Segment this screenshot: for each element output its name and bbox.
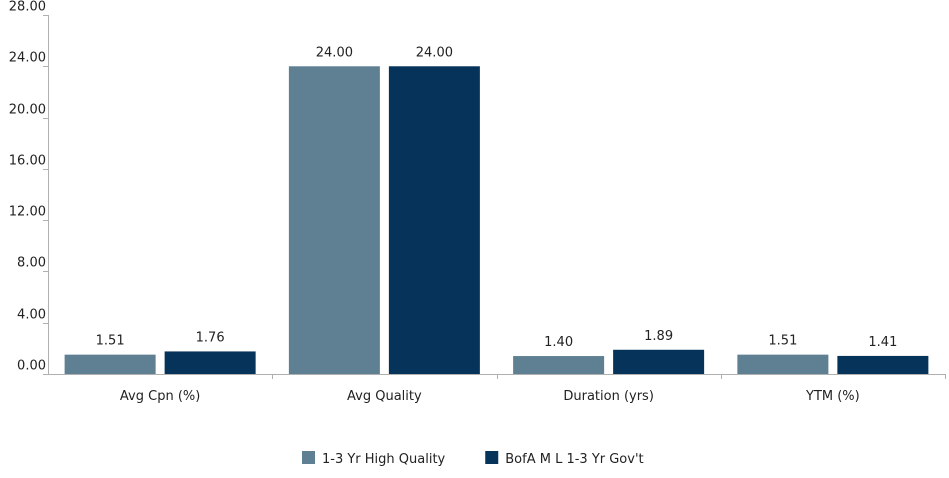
- y-tick-label: 4.00: [17, 308, 46, 323]
- bar: [613, 349, 705, 374]
- y-tick-label: 8.00: [17, 256, 46, 271]
- bar-value-label: 1.51: [96, 334, 125, 349]
- legend-label: BofA M L 1-3 Yr Gov't: [505, 452, 643, 467]
- axes: 0.00 4.00 8.00 12.00 16.00 20.00 24.00 28.00 Avg…: [9, 0, 946, 404]
- bar-value-label: 1.40: [544, 335, 573, 350]
- x-category-label: YTM (%): [805, 389, 860, 404]
- bar-value-label: 1.89: [644, 329, 673, 344]
- bar: [837, 355, 929, 374]
- y-tick-label: 28.00: [9, 0, 46, 15]
- bars: [64, 66, 929, 375]
- bar: [288, 66, 380, 375]
- x-category-label: Duration (yrs): [563, 389, 654, 404]
- bar: [64, 354, 156, 374]
- bar-value-label: 1.76: [196, 330, 225, 345]
- legend: 1-3 Yr High Quality BofA M L 1-3 Yr Gov't: [302, 451, 644, 467]
- x-category-label: Avg Cpn (%): [120, 389, 200, 404]
- x-category-label: Avg Quality: [347, 389, 422, 404]
- bar-value-label: 24.00: [316, 45, 353, 60]
- bar: [388, 66, 480, 375]
- y-tick-label: 24.00: [9, 51, 46, 66]
- y-tick-label: 0.00: [17, 359, 46, 374]
- bar: [737, 354, 829, 374]
- y-tick-label: 20.00: [9, 103, 46, 118]
- y-tick-label: 16.00: [9, 154, 46, 169]
- y-tick-label: 12.00: [9, 205, 46, 220]
- bar: [513, 356, 605, 374]
- legend-label: 1-3 Yr High Quality: [322, 452, 446, 467]
- legend-swatch: [302, 451, 315, 464]
- legend-swatch: [485, 451, 499, 464]
- bar-value-label: 1.51: [768, 334, 797, 349]
- bar: [164, 351, 256, 374]
- bar-value-label: 24.00: [416, 45, 453, 60]
- bar-value-label: 1.41: [868, 335, 897, 350]
- data-labels: 1.51 1.76 24.00 24.00 1.40 1.89 1.51 1.41: [96, 45, 898, 350]
